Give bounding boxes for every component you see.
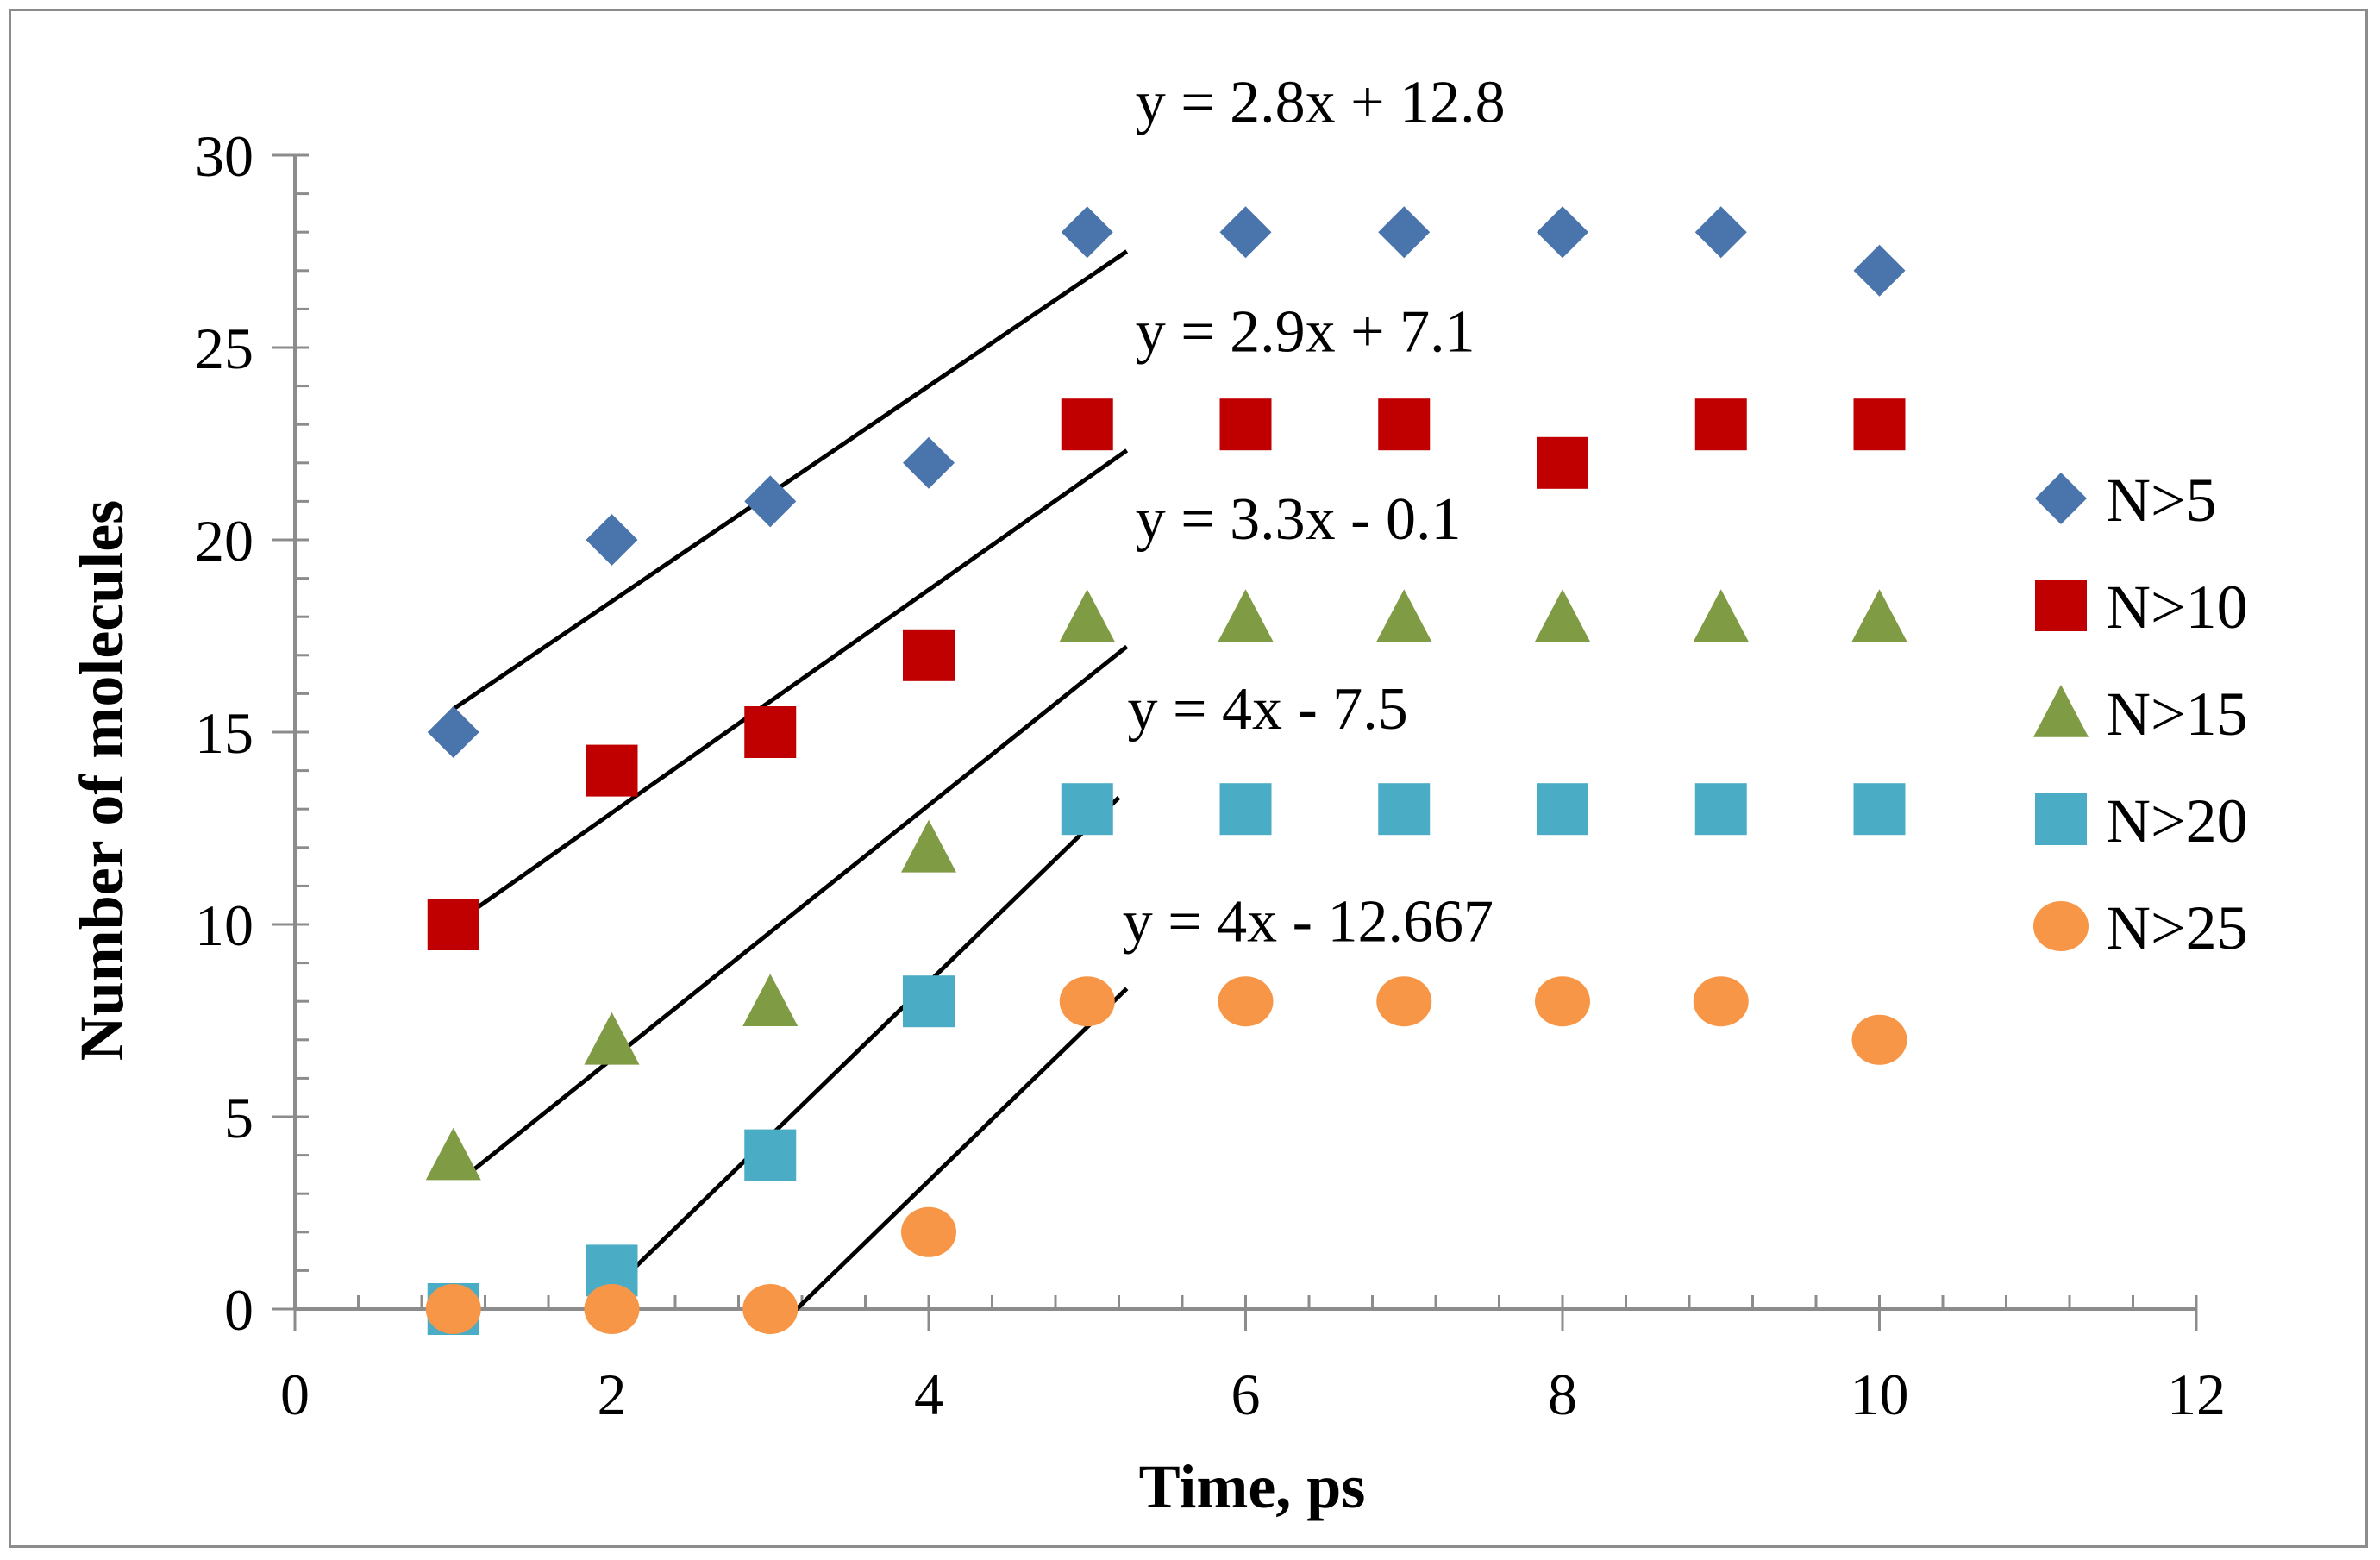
point-n-gt-25 bbox=[1693, 976, 1749, 1027]
y-tick-label: 25 bbox=[195, 316, 254, 381]
point-n-gt-10 bbox=[1378, 398, 1431, 451]
point-n-gt-15 bbox=[1059, 589, 1115, 642]
point-n-gt-25 bbox=[1535, 976, 1590, 1027]
equation-n-gt-20: y = 4x - 7.5 bbox=[1128, 676, 1408, 742]
point-n-gt-5 bbox=[1694, 206, 1747, 259]
equation-n-gt-25: y = 4x - 12.667 bbox=[1123, 888, 1494, 955]
trendlines bbox=[452, 249, 1129, 1313]
data-points bbox=[425, 206, 1907, 1335]
point-n-gt-20 bbox=[1061, 783, 1113, 836]
point-n-gt-5 bbox=[1537, 206, 1588, 259]
trendline-n-gt-5 bbox=[452, 249, 1129, 711]
y-tick-label: 30 bbox=[195, 123, 254, 189]
point-n-gt-25 bbox=[425, 1284, 481, 1334]
x-tick-label: 6 bbox=[1231, 1362, 1261, 1427]
point-n-gt-20 bbox=[1219, 783, 1272, 836]
point-n-gt-15 bbox=[901, 819, 956, 873]
point-n-gt-5 bbox=[744, 475, 797, 528]
point-n-gt-20 bbox=[903, 975, 955, 1028]
point-n-gt-25 bbox=[1059, 976, 1115, 1027]
y-tick-label: 15 bbox=[195, 700, 254, 766]
legend-label-n-gt-10: N>10 bbox=[2106, 573, 2248, 642]
legend-label-n-gt-15: N>15 bbox=[2106, 680, 2248, 749]
point-n-gt-10 bbox=[1853, 398, 1906, 451]
point-n-gt-10 bbox=[903, 629, 955, 681]
y-tick-label: 0 bbox=[224, 1277, 254, 1343]
point-n-gt-15 bbox=[425, 1127, 481, 1181]
equation-n-gt-10: y = 2.9x + 7.1 bbox=[1136, 298, 1475, 365]
y-tick-label: 10 bbox=[195, 893, 254, 958]
point-n-gt-5 bbox=[1853, 244, 1906, 297]
y-tick-label: 5 bbox=[224, 1085, 254, 1150]
x-tick-label: 12 bbox=[2167, 1362, 2226, 1427]
point-n-gt-5 bbox=[586, 514, 638, 566]
legend-marker-n-gt-20 bbox=[2035, 793, 2087, 845]
point-n-gt-10 bbox=[1694, 398, 1747, 451]
point-n-gt-25 bbox=[1218, 976, 1274, 1027]
point-n-gt-5 bbox=[1061, 206, 1113, 259]
legend-label-n-gt-25: N>25 bbox=[2106, 893, 2248, 962]
x-tick-label: 10 bbox=[1851, 1362, 1909, 1427]
point-n-gt-5 bbox=[903, 436, 955, 489]
point-n-gt-10 bbox=[1061, 398, 1113, 451]
trendline-n-gt-25 bbox=[792, 987, 1129, 1313]
point-n-gt-20 bbox=[1537, 783, 1588, 836]
equation-n-gt-15: y = 3.3x - 0.1 bbox=[1136, 486, 1462, 553]
legend-label-n-gt-5: N>5 bbox=[2106, 466, 2217, 535]
y-axis-title: Number of molecules bbox=[67, 500, 136, 1062]
legend: N>5 N>10 N>15 N>20 N>25 bbox=[2033, 466, 2248, 962]
x-tick-label: 0 bbox=[280, 1362, 310, 1427]
legend-label-n-gt-20: N>20 bbox=[2106, 786, 2248, 855]
x-tick-label: 8 bbox=[1548, 1362, 1577, 1427]
point-n-gt-10 bbox=[427, 899, 479, 950]
point-n-gt-15 bbox=[742, 974, 799, 1026]
point-n-gt-5 bbox=[427, 706, 479, 758]
trendline-equations: y = 2.8x + 12.8 y = 2.9x + 7.1 y = 3.3x - … bbox=[1123, 70, 1506, 955]
point-n-gt-15 bbox=[1218, 589, 1274, 642]
point-n-gt-20 bbox=[744, 1129, 797, 1181]
trendline-n-gt-15 bbox=[467, 644, 1129, 1175]
legend-marker-n-gt-10 bbox=[2035, 580, 2087, 631]
point-n-gt-15 bbox=[584, 1012, 640, 1065]
chart-frame bbox=[9, 9, 2368, 1548]
legend-marker-n-gt-5 bbox=[2035, 473, 2087, 524]
point-n-gt-5 bbox=[1219, 206, 1272, 259]
trendline-n-gt-10 bbox=[460, 448, 1129, 921]
point-n-gt-25 bbox=[742, 1284, 799, 1334]
x-tick-label: 4 bbox=[914, 1362, 943, 1427]
point-n-gt-20 bbox=[1378, 783, 1431, 836]
point-n-gt-10 bbox=[744, 706, 797, 758]
point-n-gt-15 bbox=[1693, 589, 1749, 642]
point-n-gt-10 bbox=[1537, 436, 1588, 489]
trendline-n-gt-20 bbox=[626, 796, 1121, 1276]
point-n-gt-20 bbox=[1694, 783, 1747, 836]
point-n-gt-25 bbox=[1851, 1014, 1907, 1065]
point-n-gt-10 bbox=[586, 744, 638, 797]
point-n-gt-10 bbox=[1219, 398, 1272, 451]
y-tick-label: 20 bbox=[195, 508, 254, 573]
point-n-gt-20 bbox=[1853, 783, 1906, 836]
point-n-gt-25 bbox=[901, 1206, 956, 1257]
point-n-gt-25 bbox=[584, 1284, 640, 1334]
point-n-gt-15 bbox=[1376, 589, 1432, 642]
point-n-gt-25 bbox=[1376, 976, 1432, 1027]
point-n-gt-15 bbox=[1535, 589, 1590, 642]
legend-marker-n-gt-15 bbox=[2033, 685, 2089, 737]
x-axis-title: Time, ps bbox=[1139, 1452, 1366, 1521]
equation-n-gt-5: y = 2.8x + 12.8 bbox=[1136, 70, 1506, 136]
legend-marker-n-gt-25 bbox=[2033, 901, 2089, 951]
x-tick-label: 2 bbox=[598, 1362, 627, 1427]
point-n-gt-5 bbox=[1378, 206, 1431, 259]
point-n-gt-15 bbox=[1851, 589, 1907, 642]
